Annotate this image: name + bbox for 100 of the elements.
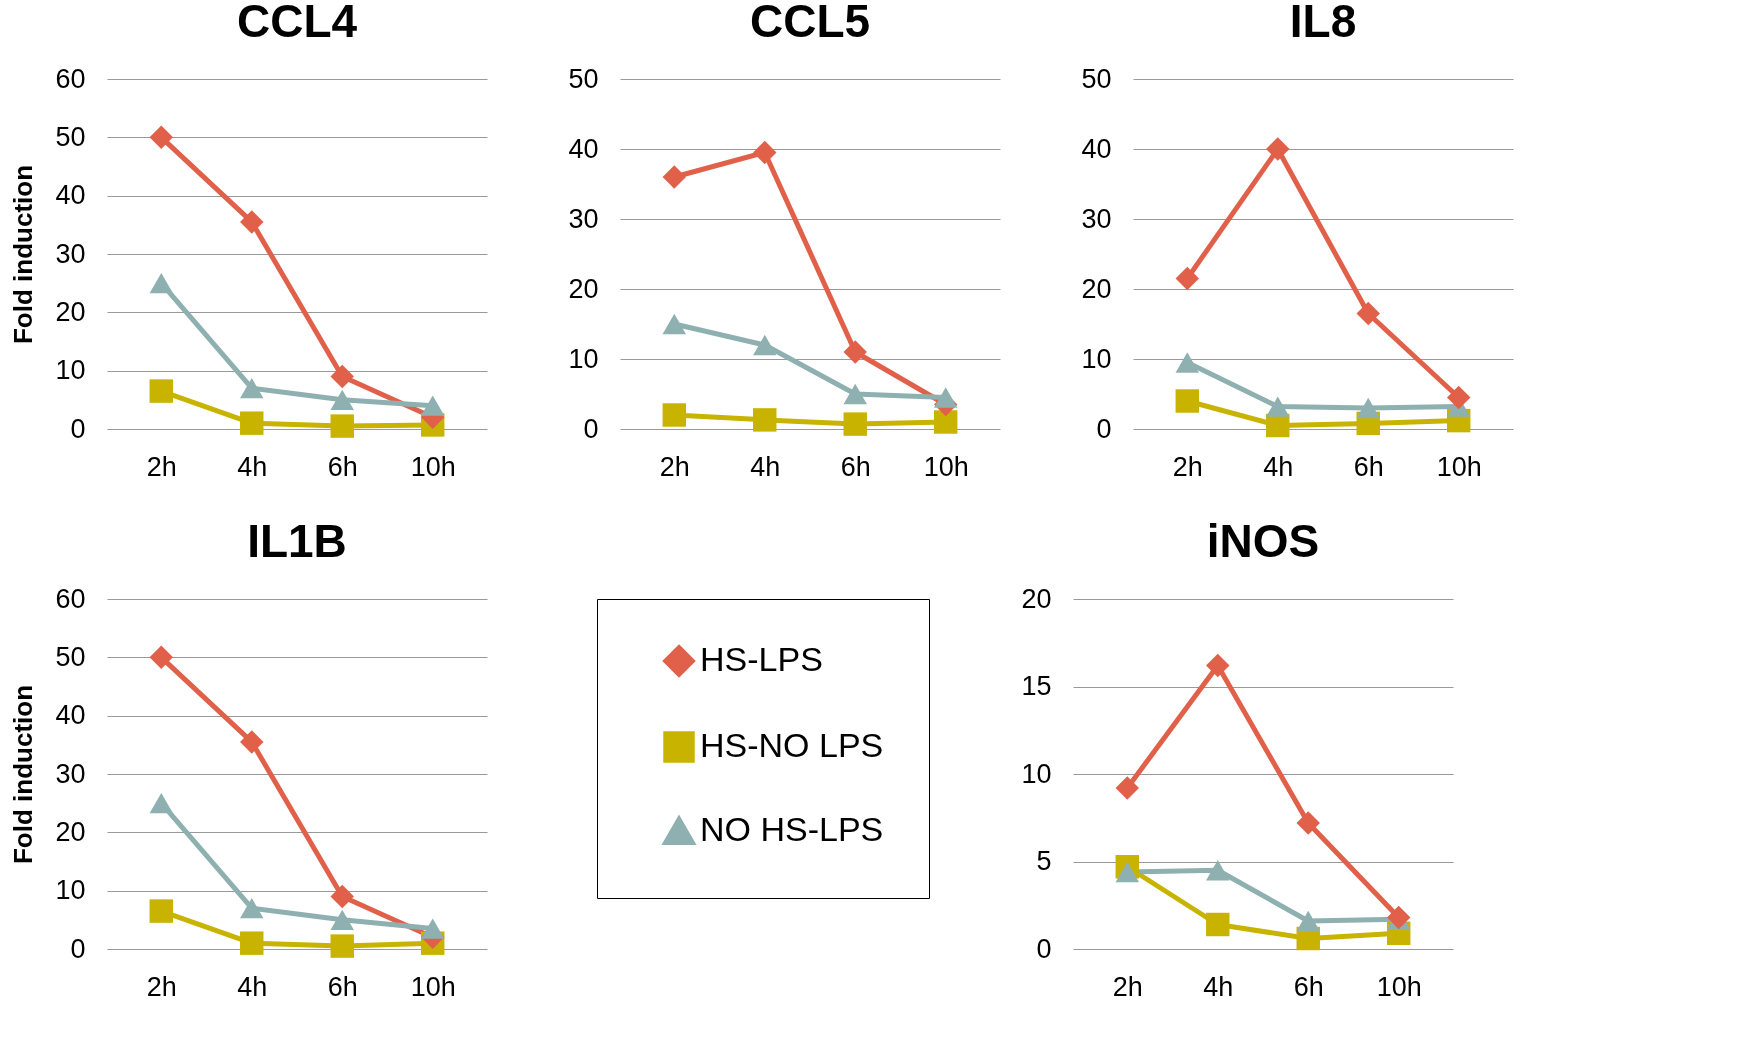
x-tick-label: 6h [327, 971, 358, 1002]
point [1175, 389, 1200, 413]
y-tick-label: 30 [55, 758, 86, 789]
point [330, 909, 354, 930]
y-tick-label: 20 [1021, 583, 1052, 614]
x-tick-label: 4h [237, 971, 268, 1002]
x-tick-label: 10h [1376, 971, 1422, 1002]
point [1296, 910, 1320, 932]
point [330, 884, 354, 909]
x-tick-label: 2h [659, 451, 690, 482]
y-tick-label: 30 [55, 238, 86, 269]
x-tick-label: 2h [1112, 971, 1143, 1002]
point [1266, 396, 1290, 417]
y-tick-label: 0 [70, 933, 86, 964]
point [753, 334, 777, 356]
y-tick-label: 20 [55, 816, 86, 847]
y-tick-label: 40 [55, 180, 86, 211]
chart-title: IL8 [1289, 0, 1357, 47]
y-tick-label: 50 [1081, 63, 1112, 94]
point [420, 918, 445, 939]
x-tick-label: 6h [1293, 971, 1324, 1002]
point [330, 414, 354, 438]
x-tick-label: 2h [1172, 451, 1203, 482]
chart-title: iNOS [1206, 515, 1320, 567]
y-tick-label: 30 [568, 203, 599, 234]
point [240, 898, 264, 919]
point [149, 899, 174, 923]
chart-title: CCL4 [236, 0, 358, 47]
point [1115, 861, 1140, 883]
point [662, 165, 687, 189]
point [1356, 397, 1380, 419]
point [149, 125, 174, 150]
x-tick-label: 4h [1203, 971, 1234, 1002]
y-tick-label: 50 [55, 121, 86, 152]
y-tick-label: 50 [55, 641, 86, 672]
y-tick-label: 0 [1096, 413, 1112, 444]
point [933, 410, 958, 434]
x-tick-label: 10h [923, 451, 969, 482]
legend-label: HS-NO LPS [700, 726, 884, 764]
point [240, 378, 264, 399]
x-tick-label: 10h [410, 451, 456, 482]
point [330, 934, 354, 958]
x-tick-label: 6h [327, 451, 358, 482]
point [933, 387, 958, 408]
point [149, 273, 174, 294]
x-tick-label: 6h [1353, 451, 1384, 482]
x-tick-label: 2h [146, 971, 177, 1002]
point [662, 313, 687, 335]
y-tick-label: 40 [568, 133, 599, 164]
point [753, 140, 777, 165]
point [1206, 912, 1230, 937]
y-tick-label: 10 [55, 875, 86, 906]
point [662, 403, 687, 427]
y-tick-label: 0 [1036, 933, 1052, 964]
point [149, 645, 174, 670]
point [843, 412, 867, 436]
y-tick-label: 5 [1036, 846, 1052, 876]
point [1296, 811, 1320, 835]
point [1175, 352, 1200, 373]
y-tick-label: 15 [1021, 671, 1052, 701]
y-tick-label: 40 [55, 700, 86, 731]
point [843, 340, 867, 364]
point [1446, 385, 1471, 410]
point [753, 408, 777, 432]
x-tick-label: 2h [146, 451, 177, 482]
y-tick-label: 10 [55, 355, 86, 386]
y-tick-label: 60 [55, 583, 86, 614]
x-tick-label: 4h [750, 451, 781, 482]
y-tick-label: 20 [55, 296, 86, 327]
point [420, 395, 445, 416]
y-tick-label: 10 [1021, 758, 1052, 789]
x-tick-label: 6h [840, 451, 871, 482]
point [1206, 860, 1230, 881]
x-tick-label: 4h [1263, 451, 1294, 482]
point [149, 379, 174, 403]
point [149, 793, 174, 814]
y-tick-label: 0 [583, 413, 599, 444]
y-axis-title: Fold induction [8, 164, 39, 345]
y-axis-title: Fold induction [8, 684, 39, 865]
x-tick-label: 4h [237, 451, 268, 482]
point [1206, 653, 1230, 678]
x-tick-label: 10h [1436, 451, 1482, 482]
point [330, 389, 354, 410]
legend-label: HS-LPS [700, 640, 823, 678]
point [240, 210, 264, 234]
point [240, 931, 264, 955]
x-tick-label: 10h [410, 971, 456, 1002]
point [1115, 776, 1140, 800]
y-tick-label: 0 [70, 413, 86, 444]
chart-title: IL1B [247, 515, 347, 567]
y-tick-label: 30 [1081, 203, 1112, 234]
chart-title: CCL5 [749, 0, 871, 47]
y-tick-label: 10 [568, 343, 599, 374]
legend-label: NO HS-LPS [700, 810, 884, 848]
y-tick-label: 60 [55, 63, 86, 94]
point [843, 383, 867, 405]
y-tick-label: 10 [1081, 343, 1112, 374]
point [330, 364, 354, 389]
point [240, 730, 264, 754]
point [1266, 137, 1290, 161]
